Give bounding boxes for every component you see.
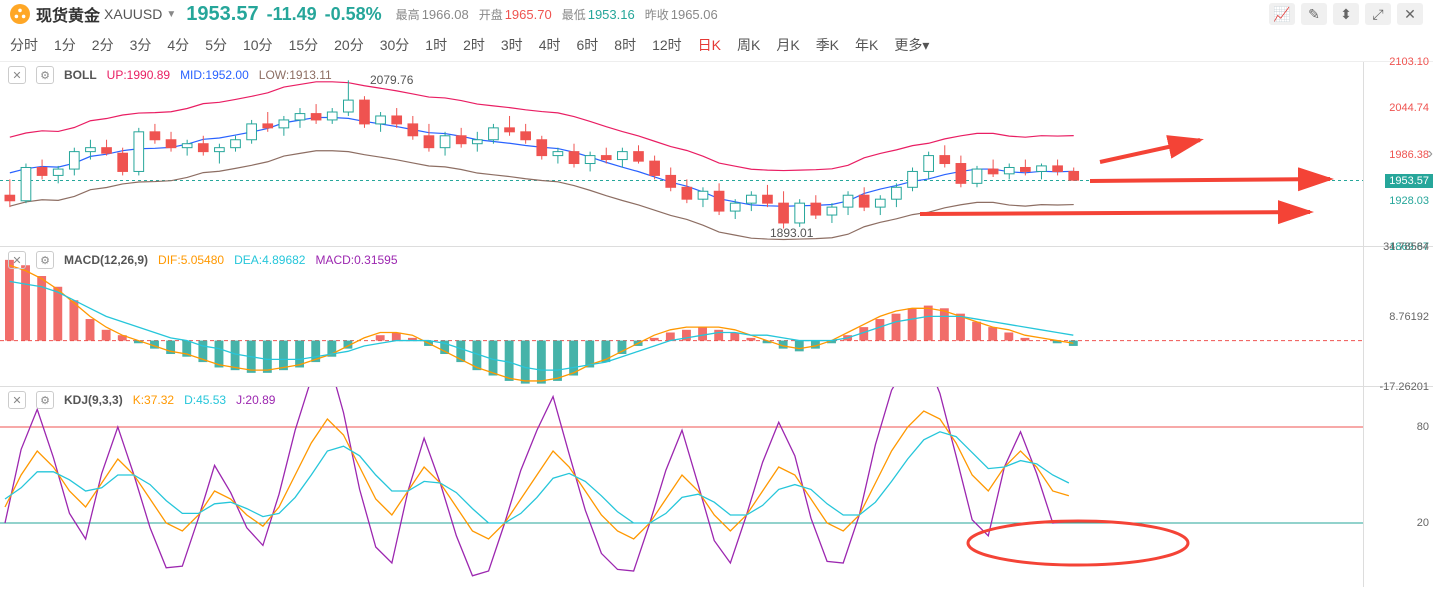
instrument-icon [10,4,30,24]
fullscreen-btn[interactable]: ⤢ [1365,3,1391,25]
boll-name: BOLL [64,68,97,82]
macd-panel[interactable]: ✕ ⚙ MACD(12,26,9) DIF:5.05480 DEA:4.8968… [0,247,1433,387]
instrument-symbol: XAUUSD [104,6,162,22]
timeframe-3时[interactable]: 3时 [501,35,523,55]
timeframe-30分[interactable]: 30分 [380,35,410,55]
timeframe-周K[interactable]: 周K [737,35,760,55]
timeframe-6时[interactable]: 6时 [576,35,598,55]
kdj-j: J:20.89 [236,393,275,407]
low-label: 最低 [562,6,586,23]
last-price: 1953.57 [186,3,258,26]
timeframe-5分[interactable]: 5分 [205,35,227,55]
timeframe-月K[interactable]: 月K [776,35,799,55]
timeframe-1分[interactable]: 1分 [54,35,76,55]
kdj-k: K:37.32 [133,393,174,407]
prev-label: 昨收 [645,6,669,23]
high-label: 最高 [396,6,420,23]
panel-close-icon[interactable]: ✕ [8,251,26,269]
high-value: 1966.08 [422,7,469,22]
panel-close-icon[interactable]: ✕ [8,66,26,84]
boll-up: UP:1990.89 [107,68,170,82]
open-label: 开盘 [479,6,503,23]
svg-text:1893.01: 1893.01 [770,226,814,240]
open-value: 1965.70 [505,7,552,22]
main-chart-svg: 2079.76 1893.01 [0,62,1363,247]
timeframe-20分[interactable]: 20分 [334,35,364,55]
expand-right-icon[interactable]: › [1428,145,1433,163]
timeframe-分时[interactable]: 分时 [10,35,38,55]
timeframe-8时[interactable]: 8时 [614,35,636,55]
timeframe-年K[interactable]: 年K [855,35,878,55]
macd-dea: DEA:4.89682 [234,253,305,267]
panel-settings-icon[interactable]: ⚙ [36,391,54,409]
timeframe-2分[interactable]: 2分 [92,35,114,55]
kdj-d: D:45.53 [184,393,226,407]
kdj-panel[interactable]: ✕ ⚙ KDJ(9,3,3) K:37.32 D:45.53 J:20.89 8… [0,387,1433,587]
timeframe-4时[interactable]: 4时 [539,35,561,55]
boll-mid: MID:1952.00 [180,68,249,82]
macd-dif: DIF:5.05480 [158,253,224,267]
price-change: -11.49 [267,4,317,25]
timeframe-3分[interactable]: 3分 [130,35,152,55]
timeframe-bar: 分时 1分 2分 3分 4分 5分 10分 15分 20分 30分 1时 2时 3时 4时 6时 8时 12时日… [0,28,1433,62]
timeframe-12时[interactable]: 12时 [652,35,682,55]
close-btn[interactable]: ✕ [1397,3,1423,25]
timeframe-更多▾[interactable]: 更多▾ [894,35,929,55]
main-chart-panel[interactable]: ✕ ⚙ BOLL UP:1990.89 MID:1952.00 LOW:1913… [0,62,1433,247]
boll-low: LOW:1913.11 [259,68,332,82]
svg-text:2079.76: 2079.76 [370,73,414,87]
panel-close-icon[interactable]: ✕ [8,391,26,409]
edit-btn[interactable]: ✎ [1301,3,1327,25]
timeframe-季K[interactable]: 季K [816,35,839,55]
timeframe-1时[interactable]: 1时 [425,35,447,55]
header-tools: 📈 ✎ ⬍ ⤢ ✕ [1269,3,1423,25]
kdj-name: KDJ(9,3,3) [64,393,123,407]
instrument-title[interactable]: 现货黄金 [36,2,100,26]
price-change-pct: -0.58% [325,4,382,25]
panel-settings-icon[interactable]: ⚙ [36,66,54,84]
timeframe-2时[interactable]: 2时 [463,35,485,55]
macd-val: MACD:0.31595 [315,253,397,267]
kdj-svg [0,387,1363,587]
panel-settings-icon[interactable]: ⚙ [36,251,54,269]
indicator-btn[interactable]: 📈 [1269,3,1295,25]
timeframe-10分[interactable]: 10分 [243,35,273,55]
header: 现货黄金 XAUUSD ▼ 1953.57 -11.49 -0.58% 最高 1… [0,0,1433,28]
low-value: 1953.16 [588,7,635,22]
price-axis: 2103.102044.741986.381928.031869.671953.… [1363,62,1433,246]
prev-value: 1965.06 [671,7,718,22]
timeframe-日K[interactable]: 日K [698,35,721,55]
macd-name: MACD(12,26,9) [64,253,148,267]
kdj-axis: 8020 [1363,387,1433,587]
timeframe-15分[interactable]: 15分 [289,35,319,55]
timeframe-4分[interactable]: 4分 [167,35,189,55]
macd-axis: 34.785848.76192-17.26201 [1363,247,1433,386]
candle-style-btn[interactable]: ⬍ [1333,3,1359,25]
dropdown-caret-icon[interactable]: ▼ [166,9,176,20]
